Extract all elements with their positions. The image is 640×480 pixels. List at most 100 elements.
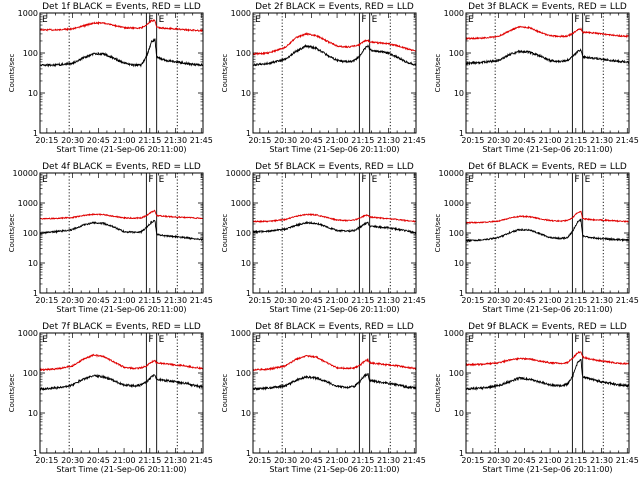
marker-label: F xyxy=(361,175,366,185)
y-tick-label: 1000 xyxy=(18,329,38,338)
marker-label: E xyxy=(468,175,474,185)
chart-panel: Det 8f BLACK = Events, RED = LLD 1 10 100 10… xyxy=(221,322,426,474)
y-tick-label: 1000 xyxy=(231,329,251,338)
x-tick-label: 20:15 xyxy=(461,136,484,145)
x-tick-label: 21:30 xyxy=(164,296,187,305)
chart-title: Det 5f BLACK = Events, RED = LLD xyxy=(255,162,414,172)
events-series-line xyxy=(252,220,417,235)
y-tick-label: 1 xyxy=(33,449,38,458)
marker-label: F xyxy=(148,335,153,345)
events-series-line xyxy=(39,219,204,242)
x-tick-label: 20:30 xyxy=(274,136,297,145)
chart-panel: Det 6f BLACK = Events, RED = LLD 1 10 100 10… xyxy=(434,162,639,314)
marker-label: E xyxy=(159,15,165,25)
marker-label: E xyxy=(585,15,591,25)
x-tick-label: 21:15 xyxy=(138,296,161,305)
lld-series-line xyxy=(39,209,204,220)
x-tick-label: 20:45 xyxy=(513,136,536,145)
x-tick-label: 20:30 xyxy=(487,456,510,465)
marker-label: E xyxy=(585,335,591,345)
x-tick-label: 21:15 xyxy=(351,136,374,145)
y-tick-label: 10000 xyxy=(226,169,251,178)
x-tick-label: 21:45 xyxy=(616,296,639,305)
y-tick-label: 1 xyxy=(459,449,464,458)
marker-label: F xyxy=(361,335,366,345)
chart-title: Det 1f BLACK = Events, RED = LLD xyxy=(42,2,201,12)
events-series-line xyxy=(39,373,204,392)
marker-label: F xyxy=(361,15,366,25)
x-tick-label: 21:45 xyxy=(403,456,426,465)
marker-label: E xyxy=(585,175,591,185)
y-tick-label: 10 xyxy=(28,89,38,98)
marker-label: E xyxy=(372,15,378,25)
x-axis-label: Start Time (21-Sep-06 20:11:00) xyxy=(56,465,186,474)
x-tick-label: 21:15 xyxy=(564,456,587,465)
y-tick-label: 1 xyxy=(246,449,251,458)
y-tick-label: 100 xyxy=(236,229,251,238)
x-tick-label: 21:45 xyxy=(616,456,639,465)
chart-panel: Det 2f BLACK = Events, RED = LLD 1 10 100 10… xyxy=(221,2,426,154)
marker-label: E xyxy=(42,335,48,345)
x-axis-label: Start Time (21-Sep-06 20:11:00) xyxy=(269,145,399,154)
x-tick-label: 20:30 xyxy=(274,456,297,465)
y-axis-label: Counts/sec xyxy=(8,374,16,413)
events-series-line xyxy=(39,38,204,68)
chart-panel: Det 1f BLACK = Events, RED = LLD 1 10 100 10… xyxy=(8,2,213,154)
x-tick-label: 21:30 xyxy=(377,136,400,145)
x-tick-label: 21:15 xyxy=(138,136,161,145)
x-tick-label: 21:00 xyxy=(539,456,562,465)
y-tick-label: 10 xyxy=(241,259,251,268)
x-tick-label: 21:15 xyxy=(564,296,587,305)
x-axis-label: Start Time (21-Sep-06 20:11:00) xyxy=(482,305,612,314)
marker-label: E xyxy=(255,175,261,185)
marker-label: E xyxy=(42,15,48,25)
x-tick-label: 21:00 xyxy=(113,456,136,465)
x-tick-label: 21:45 xyxy=(403,136,426,145)
chart-panel: Det 5f BLACK = Events, RED = LLD 1 10 100 10… xyxy=(221,162,426,314)
x-tick-label: 21:00 xyxy=(113,136,136,145)
x-tick-label: 20:45 xyxy=(513,456,536,465)
marker-label: E xyxy=(372,335,378,345)
chart-panel: Det 9f BLACK = Events, RED = LLD 1 10 100 10… xyxy=(434,322,639,474)
y-tick-label: 10 xyxy=(28,409,38,418)
x-tick-label: 21:30 xyxy=(164,456,187,465)
y-tick-label: 10000 xyxy=(13,169,38,178)
marker-label: E xyxy=(255,335,261,345)
x-tick-label: 20:15 xyxy=(248,456,271,465)
y-tick-label: 100 xyxy=(449,49,464,58)
x-tick-label: 21:00 xyxy=(326,456,349,465)
x-axis-label: Start Time (21-Sep-06 20:11:00) xyxy=(56,145,186,154)
x-tick-label: 21:45 xyxy=(190,136,213,145)
marker-label: E xyxy=(468,335,474,345)
x-tick-label: 20:15 xyxy=(35,136,58,145)
y-axis-label: Counts/sec xyxy=(221,374,229,413)
y-axis-label: Counts/sec xyxy=(434,214,442,253)
plot-frame xyxy=(39,172,204,294)
chart-title: Det 2f BLACK = Events, RED = LLD xyxy=(255,2,414,12)
plot-frame xyxy=(39,12,204,134)
x-tick-label: 21:30 xyxy=(590,136,613,145)
y-tick-label: 1000 xyxy=(444,199,464,208)
x-tick-label: 20:15 xyxy=(35,456,58,465)
events-series-line xyxy=(465,48,630,66)
y-tick-label: 10 xyxy=(28,259,38,268)
x-tick-label: 20:45 xyxy=(87,296,110,305)
y-tick-label: 1 xyxy=(459,129,464,138)
marker-label: F xyxy=(148,15,153,25)
x-tick-label: 21:30 xyxy=(590,296,613,305)
chart-title: Det 8f BLACK = Events, RED = LLD xyxy=(255,322,414,332)
plot-frame xyxy=(252,172,417,294)
x-tick-label: 20:45 xyxy=(300,456,323,465)
chart-title: Det 6f BLACK = Events, RED = LLD xyxy=(468,162,627,172)
x-tick-label: 21:30 xyxy=(377,296,400,305)
y-tick-label: 100 xyxy=(23,369,38,378)
events-series-line xyxy=(465,218,630,243)
y-tick-label: 1 xyxy=(246,129,251,138)
y-tick-label: 1000 xyxy=(444,329,464,338)
y-tick-label: 10 xyxy=(241,409,251,418)
y-tick-label: 10 xyxy=(454,409,464,418)
marker-label: E xyxy=(372,175,378,185)
y-tick-label: 10 xyxy=(454,259,464,268)
lld-series-line xyxy=(466,210,629,225)
plot-frame xyxy=(252,332,417,454)
